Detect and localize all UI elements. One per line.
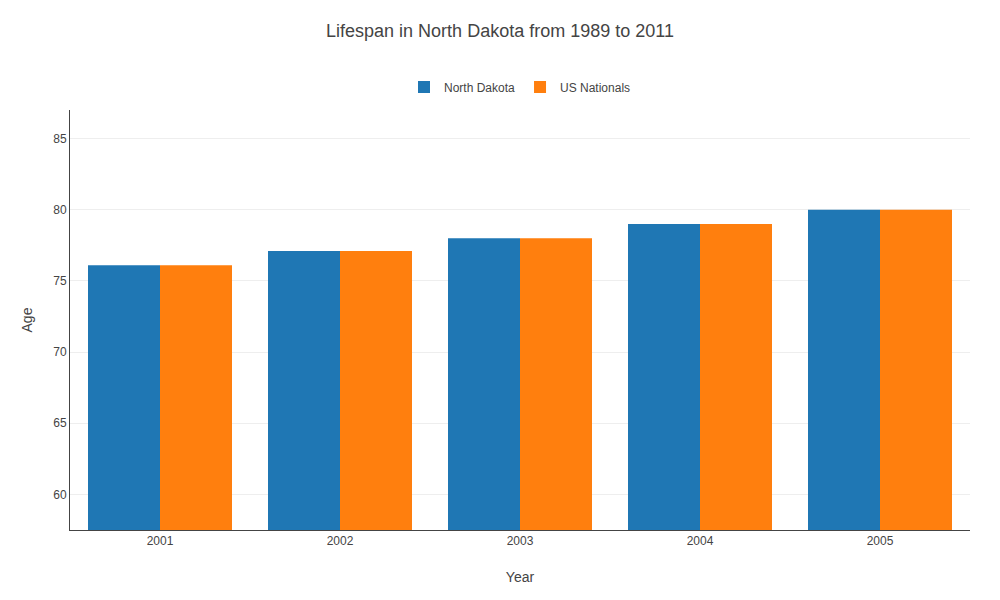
svg-text:Year: Year xyxy=(506,569,535,585)
svg-text:70: 70 xyxy=(53,345,67,359)
svg-text:Lifespan in North Dakota from: Lifespan in North Dakota from 1989 to 20… xyxy=(326,21,674,41)
svg-text:80: 80 xyxy=(53,203,67,217)
svg-text:2005: 2005 xyxy=(867,534,894,548)
svg-text:2003: 2003 xyxy=(507,534,534,548)
svg-text:US Nationals: US Nationals xyxy=(560,81,630,95)
svg-text:60: 60 xyxy=(53,488,67,502)
svg-text:2004: 2004 xyxy=(687,534,714,548)
svg-text:Age: Age xyxy=(19,307,35,332)
svg-text:65: 65 xyxy=(53,416,67,430)
svg-text:2001: 2001 xyxy=(147,534,174,548)
svg-text:75: 75 xyxy=(53,274,67,288)
svg-text:2002: 2002 xyxy=(327,534,354,548)
svg-text:85: 85 xyxy=(53,132,67,146)
svg-text:North Dakota: North Dakota xyxy=(444,81,515,95)
